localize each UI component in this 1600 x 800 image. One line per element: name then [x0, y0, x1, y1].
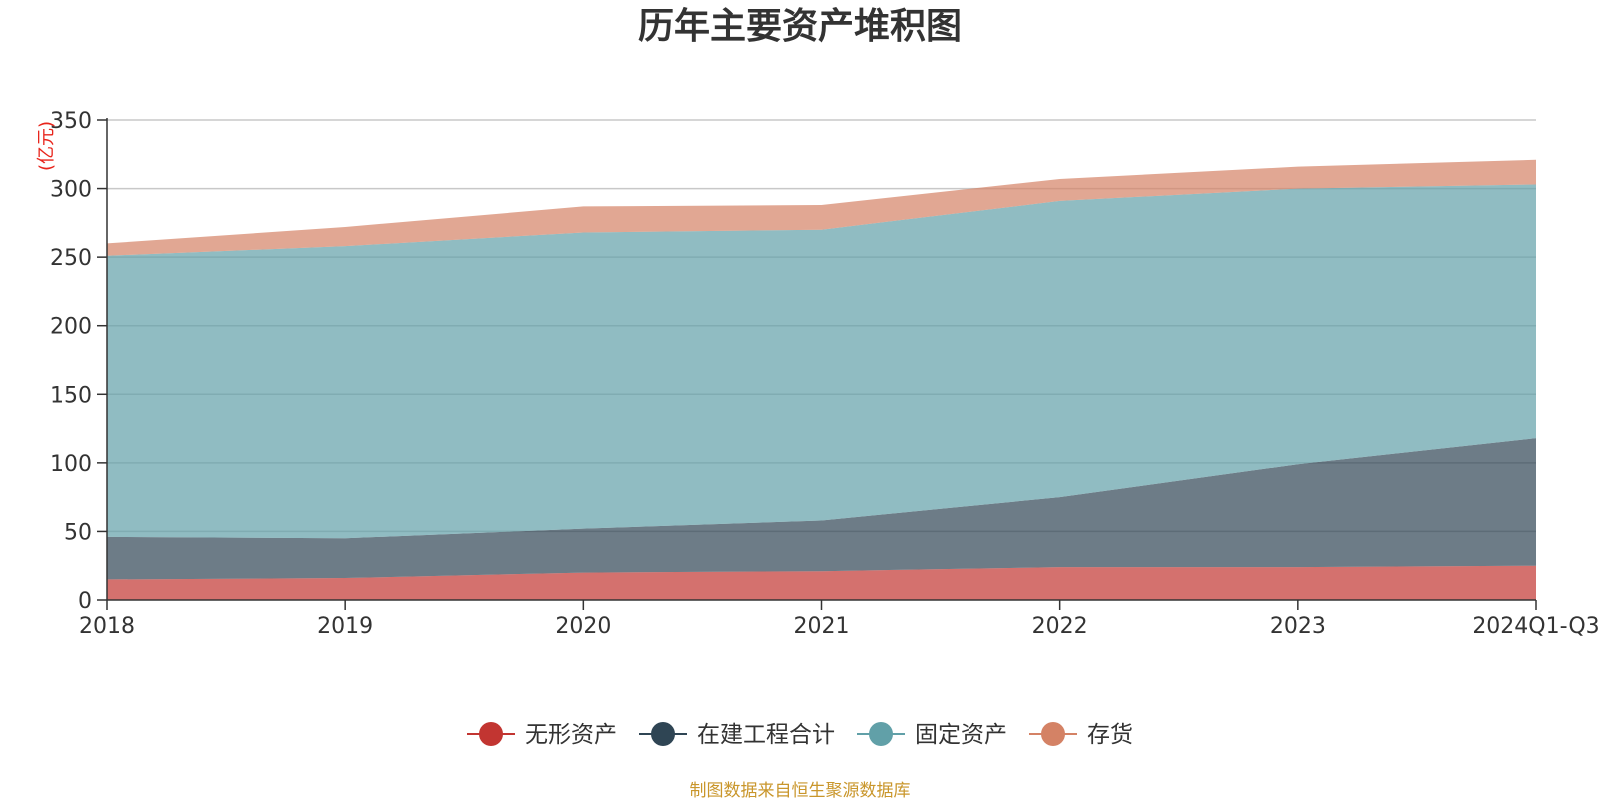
- chart-title: 历年主要资产堆积图: [638, 6, 962, 47]
- y-tick-label: 0: [78, 589, 92, 614]
- y-tick-label: 250: [50, 246, 92, 271]
- legend-item-在建工程合计[interactable]: 在建工程合计: [639, 722, 835, 748]
- x-tick-label: 2022: [1032, 614, 1088, 639]
- x-tick-label: 2023: [1270, 614, 1326, 639]
- y-axis-unit-label: (亿元): [36, 121, 57, 171]
- legend-marker: [869, 722, 893, 746]
- y-tick-label: 50: [64, 520, 92, 545]
- y-tick-label: 100: [50, 452, 92, 477]
- legend-item-固定资产[interactable]: 固定资产: [857, 722, 1007, 748]
- area-存货: [107, 159, 1536, 256]
- legend-marker: [479, 722, 503, 746]
- legend-label: 无形资产: [525, 722, 617, 748]
- area-在建工程合计: [107, 438, 1536, 580]
- y-tick-label: 200: [50, 315, 92, 340]
- area-series: [107, 159, 1536, 600]
- x-tick-label: 2018: [79, 614, 135, 639]
- y-tick-label: 300: [50, 178, 92, 203]
- x-tick-label: 2024Q1-Q3: [1472, 614, 1599, 639]
- source-note: 制图数据来自恒生聚源数据库: [690, 781, 911, 800]
- area-无形资产: [107, 565, 1536, 600]
- legend-label: 固定资产: [915, 722, 1007, 748]
- y-tick-label: 350: [50, 109, 92, 134]
- legend-label: 在建工程合计: [697, 722, 835, 748]
- legend-item-存货[interactable]: 存货: [1029, 722, 1133, 748]
- legend[interactable]: 无形资产 在建工程合计 固定资产 存货: [467, 722, 1133, 748]
- area-固定资产: [107, 184, 1536, 539]
- legend-marker: [651, 722, 675, 746]
- legend-item-无形资产[interactable]: 无形资产: [467, 722, 617, 748]
- legend-label: 存货: [1087, 722, 1133, 748]
- y-tick-label: 150: [50, 383, 92, 408]
- x-tick-label: 2019: [317, 614, 373, 639]
- x-tick-label: 2021: [794, 614, 850, 639]
- legend-marker: [1041, 722, 1065, 746]
- x-tick-label: 2020: [555, 614, 611, 639]
- axes: 0 50 100 150 200 250 300 350 2018 2019 2020 2021 202…: [50, 109, 1600, 639]
